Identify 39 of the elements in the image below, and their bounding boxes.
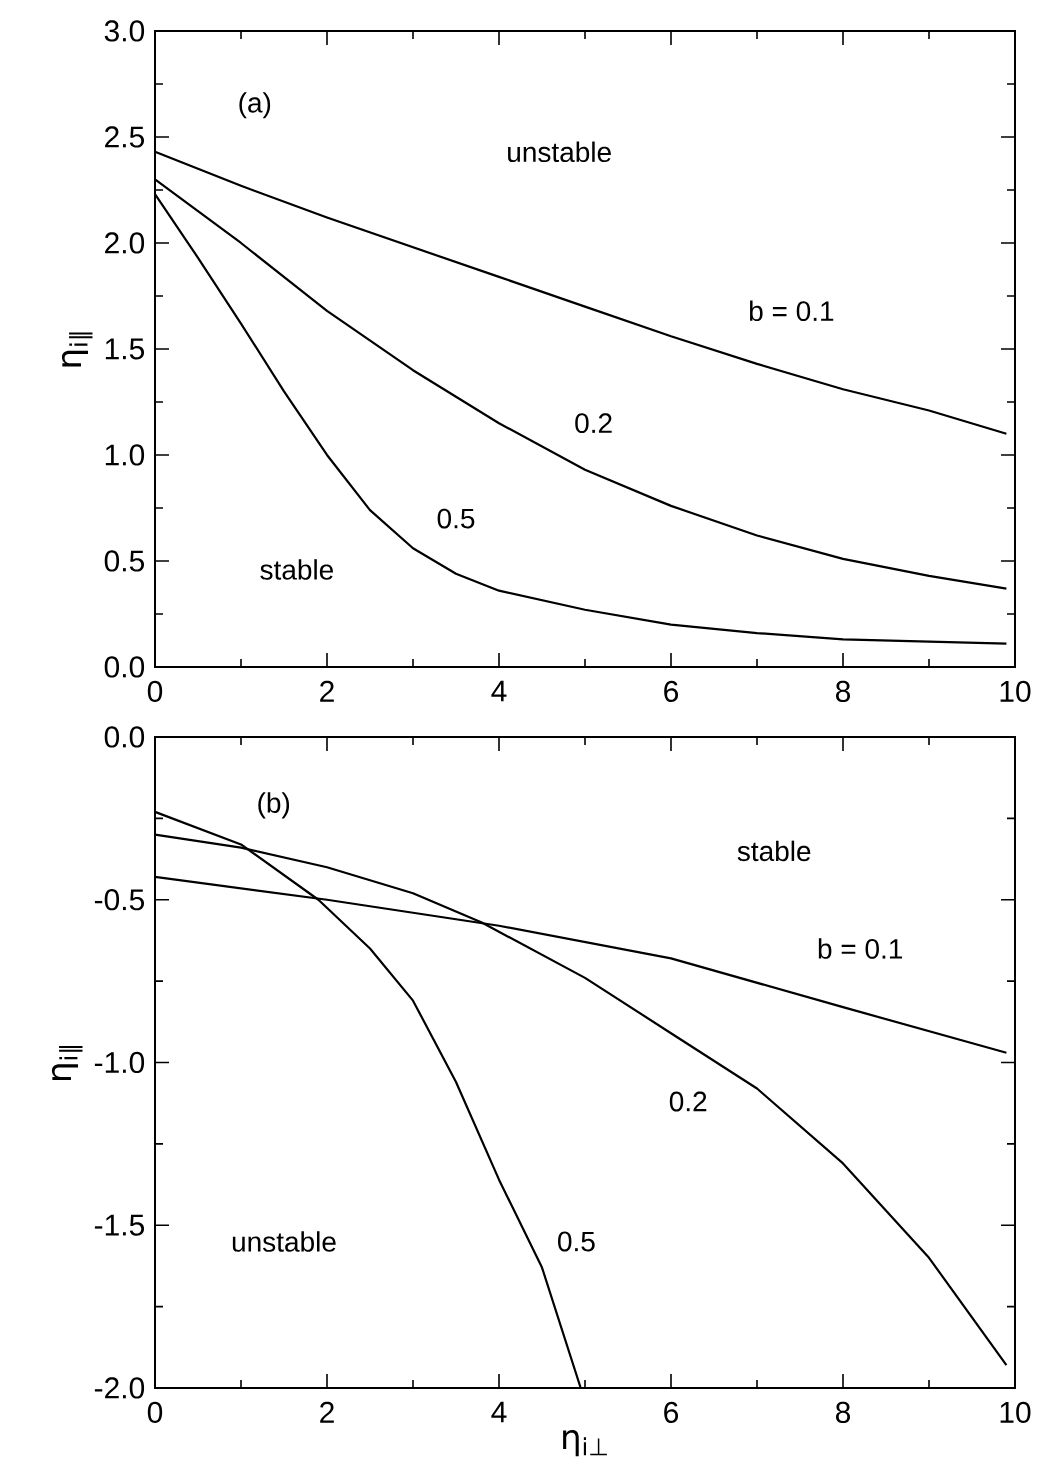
- series-label: 0.5: [437, 508, 475, 529]
- annotation: stable: [260, 559, 334, 580]
- y-axis-title: η$_{i∥}$: [51, 1046, 83, 1080]
- x-tick-label: 10: [1000, 680, 1031, 702]
- y-tick-label: 2.5: [105, 126, 145, 148]
- series-label: 0.2: [575, 413, 612, 434]
- x-tick-label: 8: [835, 1401, 851, 1423]
- series-label: 0.5: [558, 1231, 595, 1252]
- y-tick-label: -1.0: [94, 1051, 145, 1074]
- y-tick-label: -0.5: [94, 889, 145, 911]
- x-tick-label: 8: [835, 680, 851, 702]
- y-tick-label: 3.0: [104, 20, 145, 42]
- annotation: stable: [737, 840, 811, 862]
- x-tick-label: 10: [1000, 1401, 1031, 1423]
- x-axis-title: η$_{i⊥}$: [563, 1430, 607, 1457]
- x-tick-label: 6: [664, 1401, 679, 1423]
- x-tick-label: 2: [320, 1401, 334, 1423]
- y-tick-label: 0.5: [104, 550, 145, 572]
- y-tick-label: -2.0: [94, 1377, 145, 1399]
- y-axis-title: η$_{i∥}$: [61, 332, 93, 367]
- x-tick-label: 4: [491, 1401, 507, 1423]
- series-label: 0.2: [669, 1091, 707, 1112]
- x-tick-label: 0: [147, 680, 163, 702]
- y-tick-label: -1.5: [94, 1214, 145, 1236]
- x-tick-label: 0: [147, 1401, 163, 1423]
- annotation: (b): [258, 792, 290, 819]
- annotation: (a): [239, 92, 271, 119]
- x-tick-label: 2: [320, 680, 334, 702]
- series-label: b = 0.1: [750, 300, 834, 322]
- annotation: unstable: [232, 1231, 336, 1252]
- y-tick-label: 0.0: [104, 726, 145, 748]
- y-tick-label: 0.0: [104, 656, 145, 678]
- y-tick-label: 2.0: [105, 232, 145, 254]
- y-tick-label: 1.5: [105, 338, 145, 360]
- x-tick-label: 6: [664, 680, 679, 702]
- series-label: b = 0.1: [818, 938, 903, 959]
- annotation: unstable: [508, 141, 611, 163]
- y-tick-label: 1.0: [105, 444, 145, 466]
- x-tick-label: 4: [491, 680, 507, 702]
